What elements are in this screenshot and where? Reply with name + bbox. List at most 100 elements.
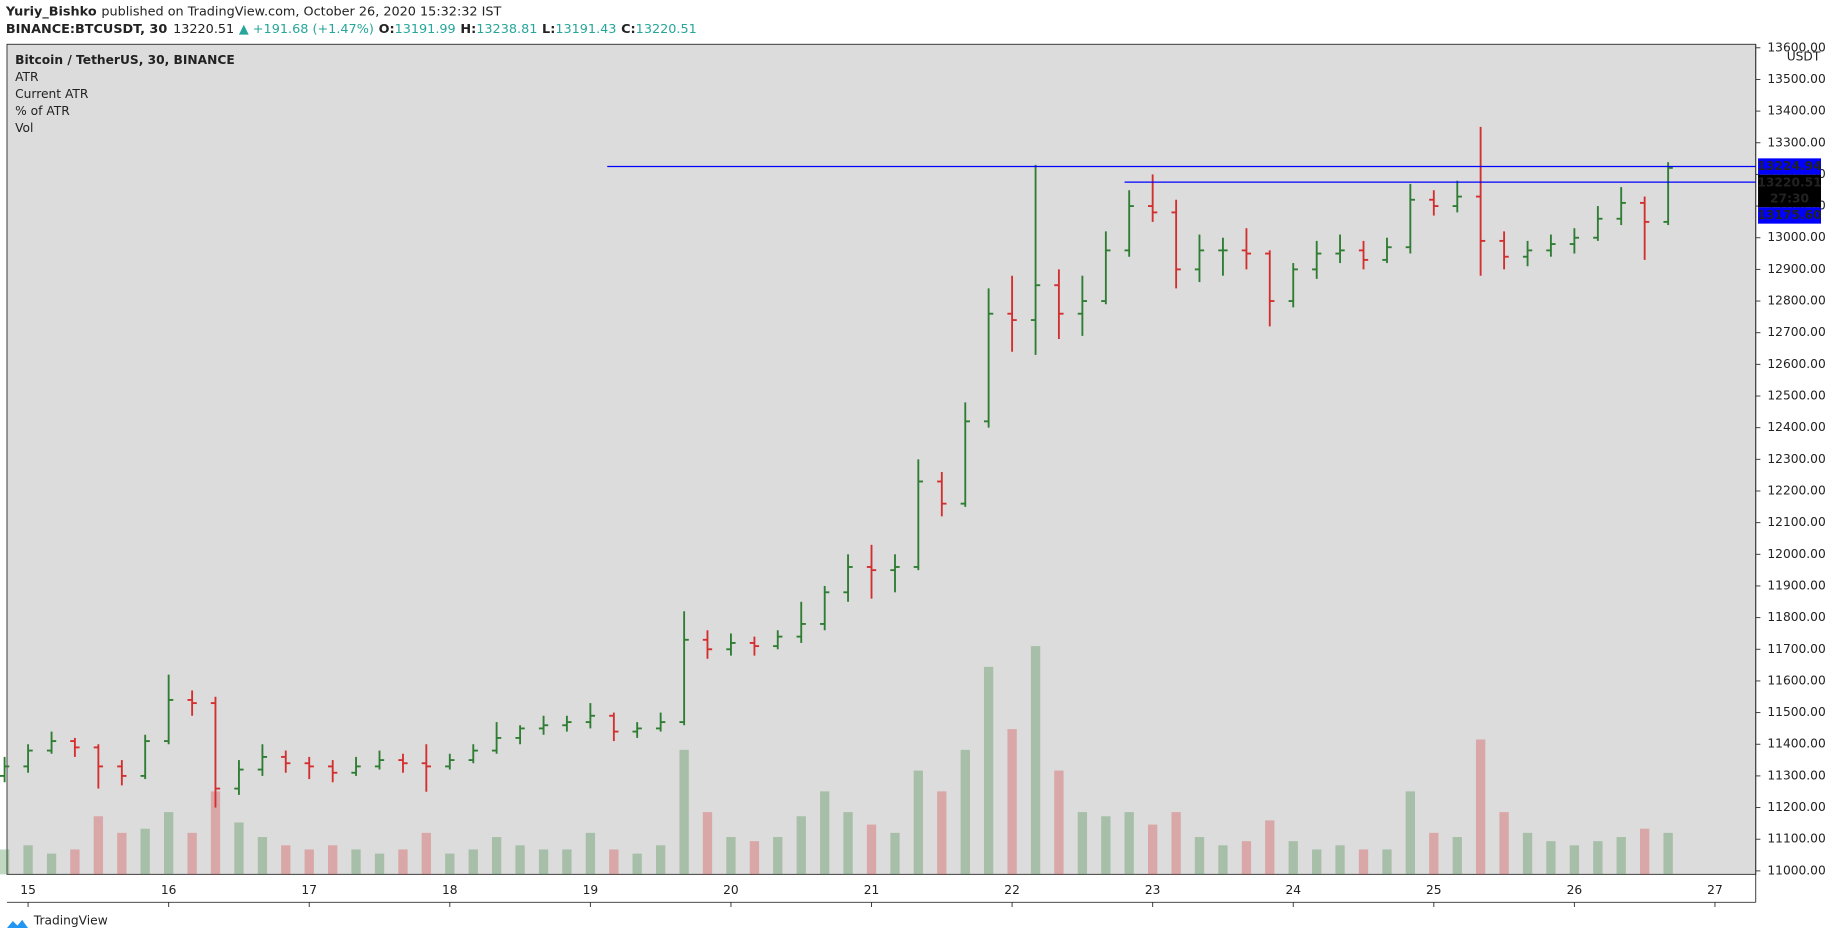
volume-bar [374,853,385,875]
volume-bar [1358,849,1369,875]
volume-bar [632,853,642,875]
volume-bar [773,837,783,875]
y-tick-label: 11800.00 [1767,610,1825,624]
y-tick-label: 12500.00 [1767,389,1825,403]
y-tick-label: 12100.00 [1767,515,1825,529]
y-tick-label: 12000.00 [1767,547,1825,561]
y-tick-label: 11400.00 [1767,737,1825,751]
volume-bar [351,849,361,875]
volume-bar [749,841,760,875]
y-tick-label: 12300.00 [1767,452,1825,466]
volume-bar [1241,841,1252,875]
x-tick-label: 17 [301,883,317,897]
y-tick-label: 13000.00 [1767,230,1825,244]
x-tick-label: 18 [442,883,458,897]
volume-bar [1218,845,1228,875]
published: published on TradingView.com, October 26… [101,4,501,19]
x-tick-label: 16 [161,883,177,897]
change: ▲ +191.68 (+1.47%) [239,22,374,37]
y-tick-label: 11900.00 [1767,578,1825,592]
volume-bar [866,824,877,875]
x-tick-label: 23 [1145,883,1161,897]
volume-bar [1452,837,1462,875]
volume-bar [445,853,455,875]
ohlc-key: L: [542,22,555,37]
y-tick-label: 11100.00 [1767,832,1825,846]
volume-bar [257,837,268,875]
y-tick-label: 13500.00 [1767,72,1825,86]
volume-bar [609,849,619,875]
ohlc-value: 13238.81 [476,22,537,37]
price-label: 13175.60 [1757,208,1821,222]
volume-bar [1147,824,1158,875]
volume-bar [562,849,572,875]
volume-bar [163,812,174,875]
y-tick-label: 11200.00 [1767,800,1825,814]
volume-bar [1569,845,1580,875]
x-tick-label: 20 [723,883,739,897]
volume-bar [304,849,314,875]
countdown-box [1758,191,1822,208]
logo [6,919,28,928]
volume-bar [1171,812,1181,875]
volume-bar [1288,841,1298,875]
volume-bar [913,770,923,875]
footer: TradingView [33,913,108,927]
volume-bar [1382,849,1392,875]
y-tick-label: 11600.00 [1767,673,1825,687]
volume-bar [70,849,80,875]
x-tick-label: 26 [1567,883,1583,897]
y-tick-label: 13300.00 [1767,135,1825,149]
volume-bar [1007,729,1017,875]
volume-bar [726,837,736,875]
volume-bar [234,822,244,875]
symbol-line: BINANCE:BTCUSDT, 30 13220.51 ▲ +191.68 (+1… [6,22,697,37]
volume-bar [796,816,806,875]
volume-bar [983,666,994,875]
volume-bar [1640,828,1650,875]
volume-bar [187,832,197,875]
ohlc-key: H: [460,22,476,37]
volume-bar [1546,841,1556,875]
legend-item: Bitcoin / TetherUS, 30, BINANCE [15,53,235,67]
ohlc-key: C: [621,22,636,37]
legend-item: Vol [15,121,33,135]
volume-bar [1616,837,1626,875]
volume-bar [1312,849,1322,875]
y-tick-label: 13600.00 [1767,40,1825,54]
volume-bar [585,832,596,875]
volume-bar [1124,812,1134,875]
volume-bar [890,832,900,875]
symbol: BINANCE:BTCUSDT, 30 [6,22,168,37]
volume-bar [468,849,478,875]
author-line: Yuriy_Bishko published on TradingView.com… [5,4,502,19]
volume-bar [93,816,104,875]
y-tick-label: 12400.00 [1767,420,1825,434]
currency: USDT [1787,50,1821,64]
last-price: 13220.51 [173,22,234,37]
price-label: 13224.94 [1757,159,1821,173]
volume-bar [1077,812,1088,875]
volume-bar [281,845,291,875]
y-tick-label: 12200.00 [1767,483,1825,497]
volume-bar [702,812,713,875]
volume-bar [421,832,431,875]
volume-bar [960,749,970,875]
x-tick-label: 21 [864,883,880,897]
volume-bar [679,749,689,875]
volume-bar [1593,841,1603,875]
price-label-box [1758,207,1822,224]
legend-item: % of ATR [15,104,70,118]
volume-bar [1429,832,1439,875]
ohlc-value: 13191.99 [395,22,456,37]
volume-bar [491,837,502,875]
x-tick-label: 25 [1426,883,1442,897]
volume-bar [1030,646,1041,875]
volume-bar [1101,816,1111,875]
ohlc-value: 13191.43 [555,22,616,37]
x-tick-label: 19 [583,883,599,897]
volume-bar [937,791,947,875]
volume-bar [655,845,666,875]
legend-item: Current ATR [15,87,89,101]
